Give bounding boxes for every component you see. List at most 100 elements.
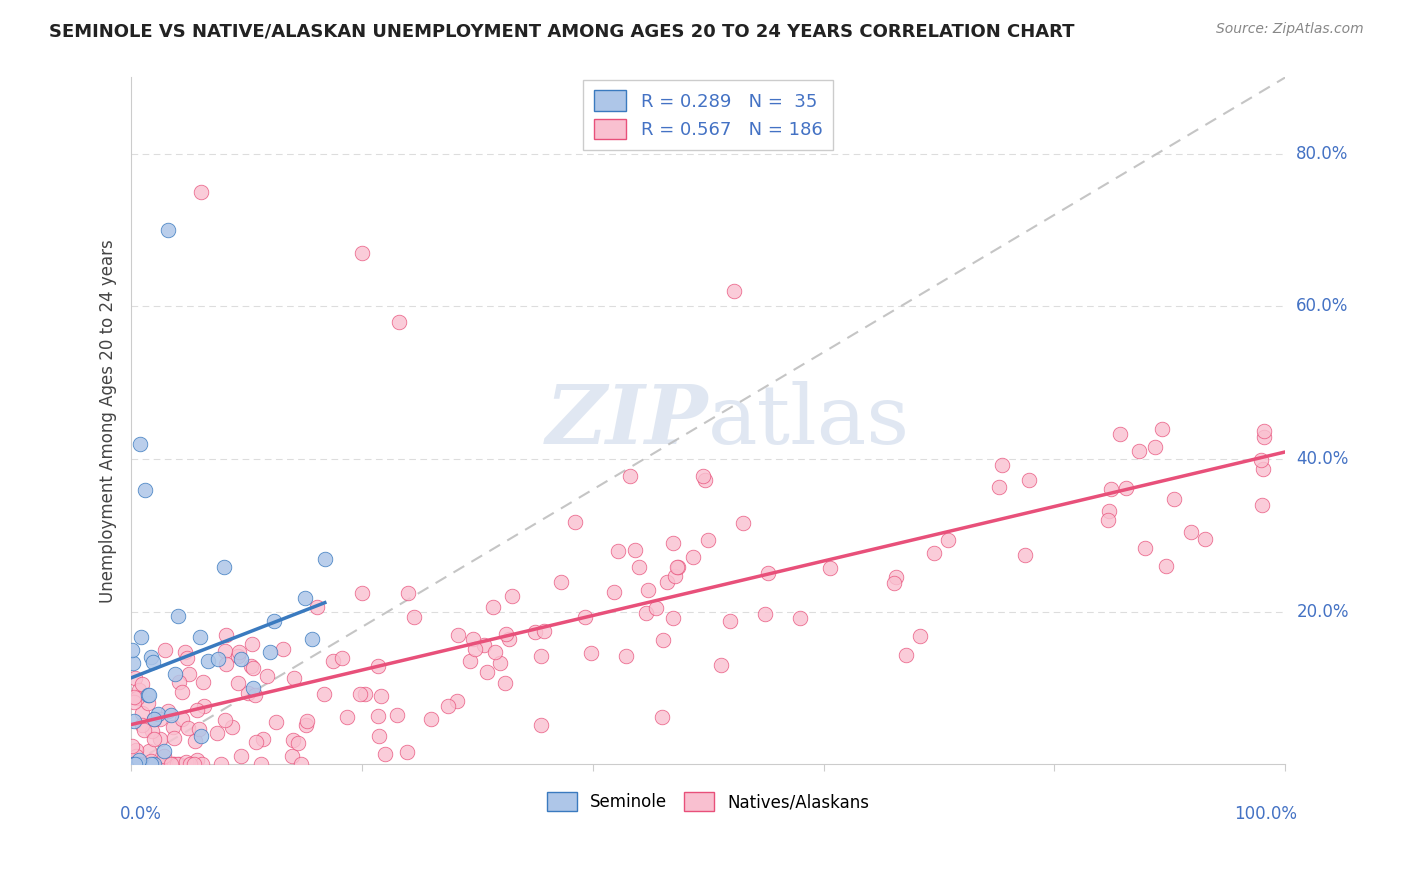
Point [1018,474,1040,488]
Point [250,757,273,772]
Point [214,713,236,727]
Point [682,549,704,564]
Point [723,284,745,298]
Point [655,575,678,590]
Point [446,628,468,642]
Point [475,665,498,679]
Point [367,659,389,673]
Point [619,469,641,483]
Point [627,560,650,574]
Point [127,757,149,772]
Point [460,654,482,668]
Point [564,515,586,529]
Text: 100.0%: 100.0% [1233,805,1296,823]
Point [122,690,145,704]
Point [121,739,143,754]
Point [294,718,316,732]
Point [125,691,148,706]
Point [1144,441,1167,455]
Point [294,591,316,605]
Point [494,676,516,690]
Point [461,632,484,647]
Point [128,682,150,697]
Point [501,589,523,603]
Point [1150,422,1173,436]
Point [259,645,281,659]
Point [134,483,156,497]
Point [603,585,626,599]
Point [163,666,186,681]
Point [283,733,305,747]
Point [167,609,190,624]
Point [128,753,150,767]
Point [190,185,212,199]
Point [153,643,176,657]
Point [692,469,714,483]
Point [163,757,186,772]
Point [936,533,959,548]
Point [122,757,145,772]
Point [153,757,176,772]
Point [205,726,228,740]
Point [1115,481,1137,495]
Point [122,695,145,709]
Point [142,757,165,772]
Point [733,516,755,530]
Point [240,637,263,651]
Point [157,223,180,237]
Point [150,757,173,772]
Point [662,535,685,549]
Point [474,638,496,652]
Point [523,625,546,640]
Point [271,641,294,656]
Point [176,651,198,665]
Point [172,685,194,699]
Point [169,674,191,689]
Point [226,648,249,663]
Point [550,575,572,590]
Point [498,632,520,647]
Point [533,624,555,639]
Point [143,732,166,747]
Point [162,720,184,734]
Point [138,688,160,702]
Point [464,642,486,657]
Point [693,473,716,487]
Point [1251,499,1274,513]
Point [446,694,468,708]
Point [141,757,163,772]
Point [226,676,249,690]
Point [367,709,389,723]
Text: atlas: atlas [709,381,910,461]
Point [191,674,214,689]
Point [166,757,188,772]
Point [186,703,208,717]
Point [1098,504,1121,518]
Point [614,648,637,663]
Point [153,743,176,757]
Point [482,600,505,615]
Point [157,704,180,718]
Point [1180,524,1202,539]
Point [162,757,184,772]
Point [131,677,153,691]
Point [146,757,169,772]
Point [190,729,212,743]
Point [124,748,146,763]
Point [242,661,264,675]
Point [1154,558,1177,573]
Point [388,315,411,329]
Point [280,748,302,763]
Point [221,720,243,734]
Point [149,712,172,726]
Point [245,735,267,749]
Point [129,631,152,645]
Point [437,699,460,714]
Point [645,601,668,615]
Point [160,707,183,722]
Point [153,748,176,763]
Text: Source: ZipAtlas.com: Source: ZipAtlas.com [1216,22,1364,37]
Point [122,757,145,772]
Point [581,646,603,660]
Point [190,630,212,644]
